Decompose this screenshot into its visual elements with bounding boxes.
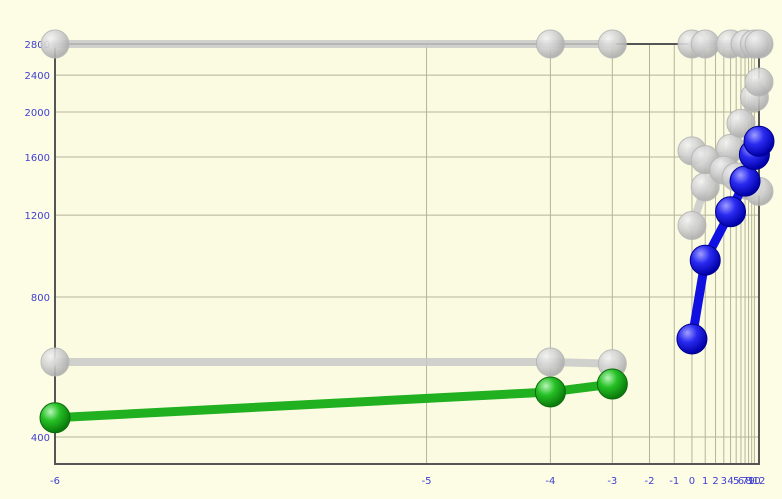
grid [54, 43, 760, 464]
data-point [596, 368, 628, 400]
y-tick-label: 2000 [25, 108, 50, 119]
data-point [744, 29, 774, 59]
x-tick-label: -3 [607, 476, 617, 487]
x-tick-label: 9 [748, 476, 754, 487]
y-tick-label: 1600 [25, 153, 50, 164]
tick-labels: -6 -5 -4 -3 -2 -1 0 1 2 3 4 56789101240080012001600… [25, 40, 766, 487]
data-point [744, 67, 774, 97]
plot-area [55, 44, 759, 464]
y-tick-label: 1200 [25, 211, 50, 222]
data-point [689, 244, 721, 276]
data-point [715, 196, 747, 228]
x-tick-label: 3 [721, 476, 727, 487]
data-point [729, 165, 761, 197]
series-0 [676, 125, 775, 355]
x-tick-label: 10 [748, 476, 761, 487]
data-point [743, 125, 775, 157]
data-point [535, 29, 565, 59]
data-point [597, 29, 627, 59]
data-point [677, 210, 707, 240]
data-point [39, 402, 71, 434]
data-point [40, 347, 70, 377]
x-tick-label: -1 [669, 476, 679, 487]
x-tick-label: 12 [753, 476, 766, 487]
data-point [535, 347, 565, 377]
data-point [676, 323, 708, 355]
x-tick-label: 5 [733, 476, 739, 487]
data-point [40, 29, 70, 59]
y-tick-label: 400 [31, 433, 50, 444]
x-tick-label: 6 [738, 476, 744, 487]
series [39, 29, 775, 434]
x-tick-label: 4 [727, 476, 733, 487]
series-4 [677, 29, 774, 59]
x-tick-label: 1 [702, 476, 708, 487]
series-1 [39, 368, 628, 434]
x-tick-label: 8 [745, 476, 751, 487]
series-5 [40, 29, 627, 59]
x-tick-label: 2 [712, 476, 718, 487]
x-tick-label: 0 [689, 476, 695, 487]
series-line [51, 357, 617, 368]
x-tick-label: -6 [50, 476, 60, 487]
x-tick-label: 7 [742, 476, 748, 487]
data-point [690, 29, 720, 59]
x-tick-label: -4 [545, 476, 555, 487]
x-tick-label: -2 [644, 476, 654, 487]
y-tick-label: 800 [31, 293, 50, 304]
x-tick-label: -5 [422, 476, 432, 487]
data-point [534, 376, 566, 408]
y-tick-label: 2400 [25, 71, 50, 82]
y-tick-label: 2800 [25, 40, 50, 51]
